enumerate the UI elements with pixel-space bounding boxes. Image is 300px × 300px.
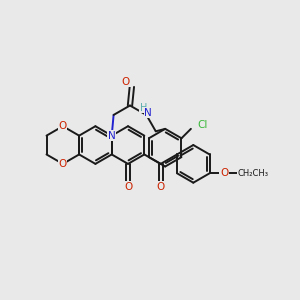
Text: N: N <box>108 130 116 141</box>
Text: O: O <box>124 182 132 192</box>
Text: O: O <box>59 121 67 131</box>
Text: N: N <box>145 108 152 118</box>
Text: Cl: Cl <box>198 120 208 130</box>
Text: O: O <box>122 77 130 87</box>
Text: H: H <box>140 103 147 113</box>
Text: O: O <box>59 159 67 169</box>
Text: CH₂CH₃: CH₂CH₃ <box>238 169 268 178</box>
Text: O: O <box>157 182 165 192</box>
Text: O: O <box>220 168 228 178</box>
